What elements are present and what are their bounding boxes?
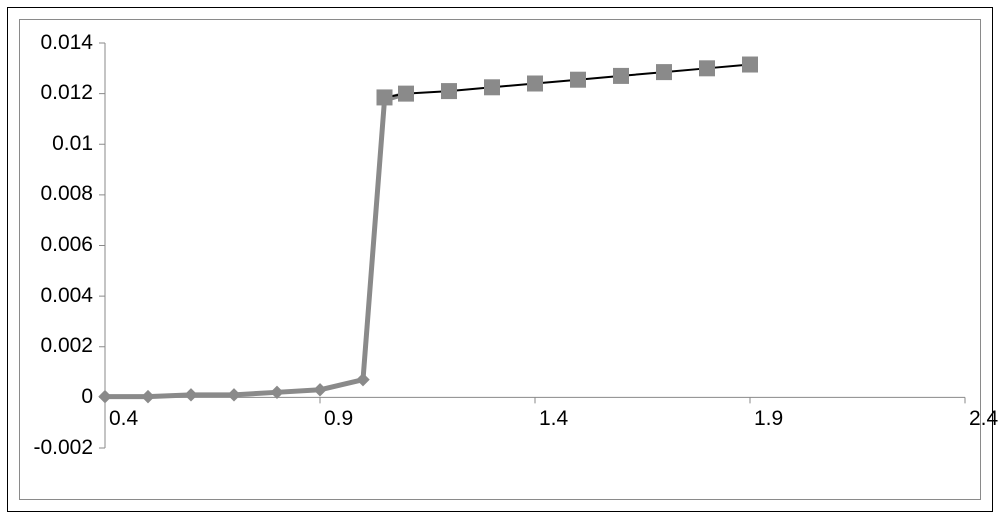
marker-series2 bbox=[614, 68, 629, 83]
marker-series2 bbox=[485, 80, 500, 95]
series-line-series2 bbox=[385, 65, 751, 98]
marker-series2 bbox=[700, 61, 715, 76]
marker-series2 bbox=[377, 90, 392, 105]
y-tick-label: -0.002 bbox=[33, 436, 93, 460]
marker-series1 bbox=[314, 384, 326, 396]
marker-series2 bbox=[571, 72, 586, 87]
marker-series1 bbox=[357, 374, 369, 386]
chart-svg bbox=[0, 0, 1000, 519]
marker-series2 bbox=[657, 65, 672, 80]
marker-series1 bbox=[99, 391, 111, 403]
x-tick-label: 0.4 bbox=[109, 407, 138, 431]
x-tick-label: 2.4 bbox=[969, 407, 998, 431]
y-tick-label: 0.012 bbox=[40, 81, 93, 105]
y-tick-label: 0.01 bbox=[52, 132, 93, 156]
series-line-series1 bbox=[105, 94, 406, 397]
marker-series1 bbox=[271, 386, 283, 398]
marker-series2 bbox=[528, 76, 543, 91]
y-tick-label: 0.008 bbox=[40, 182, 93, 206]
marker-series1 bbox=[142, 391, 154, 403]
y-tick-label: 0.004 bbox=[40, 284, 93, 308]
marker-series2 bbox=[743, 57, 758, 72]
marker-series1 bbox=[228, 389, 240, 401]
y-tick-label: 0 bbox=[81, 385, 93, 409]
y-tick-label: 0.002 bbox=[40, 334, 93, 358]
marker-series2 bbox=[442, 84, 457, 99]
x-tick-label: 0.9 bbox=[324, 407, 353, 431]
marker-series2 bbox=[399, 86, 414, 101]
x-tick-label: 1.4 bbox=[539, 407, 568, 431]
y-tick-label: 0.006 bbox=[40, 233, 93, 257]
marker-series1 bbox=[185, 389, 197, 401]
x-tick-label: 1.9 bbox=[754, 407, 783, 431]
y-tick-label: 0.014 bbox=[40, 31, 93, 55]
